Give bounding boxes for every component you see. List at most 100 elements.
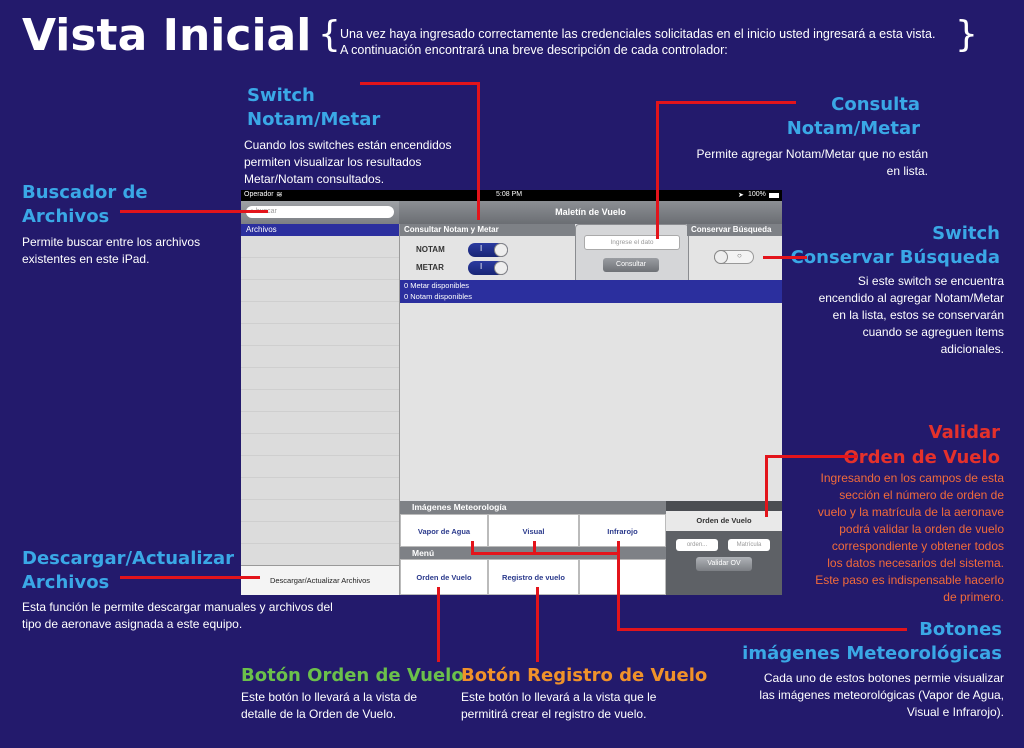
annotation-switch-notam: Switch Notam/Metar — [247, 84, 380, 132]
sidebar-item-archivos[interactable]: Archivos — [241, 224, 399, 236]
annotation-title: Notam/Metar — [786, 118, 920, 139]
desc-line: encendido al agregar Notam/Metar — [818, 291, 1004, 305]
annotation-title: Descargar/Actualizar — [22, 548, 235, 569]
connector-line — [120, 210, 268, 213]
annotation-title: Validar — [928, 422, 1000, 443]
ipad-screen: Operador ≋ 5:08 PM ➤ 100% ⌕ buscar Archi… — [241, 190, 782, 595]
connector-line — [656, 101, 659, 239]
download-button[interactable]: Descargar/Actualizar Archivos — [241, 565, 399, 595]
matricula-input[interactable]: Matrícula — [728, 539, 770, 551]
desc-line: en lista. — [886, 164, 928, 178]
metar-switch[interactable]: I — [468, 261, 508, 275]
switch-knob — [494, 243, 508, 257]
switch-knob — [714, 250, 728, 264]
annotation-orden-title: Botón Orden de Vuelo — [241, 665, 464, 686]
connector-line — [765, 455, 768, 517]
desc-line: sección el número de orden de — [839, 488, 1004, 502]
desc-line: Permite buscar entre los archivos — [22, 235, 201, 249]
annotation-desc: Cada uno de estos botones permie visuali… — [720, 670, 1004, 721]
vapor-agua-button[interactable]: Vapor de Agua — [400, 514, 488, 547]
wifi-icon: ≋ — [276, 190, 283, 199]
connector-line — [617, 628, 907, 631]
orden-vuelo-button[interactable]: Orden de Vuelo — [400, 559, 488, 595]
sidebar-item-label: Archivos — [246, 225, 277, 234]
orden-input[interactable]: orden... — [676, 539, 718, 551]
annotation-botones-img: Botones imágenes Meteorológicas — [740, 618, 1002, 666]
metar-label: METAR — [416, 263, 444, 272]
desc-line: adicionales. — [940, 342, 1004, 356]
validar-ov-button[interactable]: Validar OV — [696, 557, 752, 571]
search-input[interactable]: ⌕ buscar — [246, 206, 394, 218]
connector-line — [471, 552, 620, 555]
annotation-title: imágenes Meteorológicas — [742, 643, 1002, 664]
orden-panel: Orden de Vuelo orden... Matrícula Valida… — [666, 501, 782, 595]
page-title: Vista Inicial — [22, 10, 312, 61]
intro-line-1: Una vez haya ingresado correctamente las… — [340, 27, 936, 41]
annotation-desc: Este botón lo llevará a la vista de deta… — [241, 689, 417, 723]
orden-panel-top — [666, 501, 782, 511]
desc-line: Permite agregar Notam/Metar que no están — [696, 147, 928, 161]
status-bar: Operador ≋ 5:08 PM ➤ 100% — [241, 190, 782, 201]
switch-on-mark: I — [480, 244, 483, 253]
menu-header-label: Menú — [412, 548, 435, 558]
consult-button[interactable]: Consultar — [603, 258, 659, 272]
desc-line: permiten visualizar los resultados — [244, 155, 422, 169]
annotation-desc: Si este switch se encuentra encendido al… — [780, 273, 1004, 358]
desc-line: vuelo y la matrícula de la aeronave — [817, 505, 1004, 519]
desc-line: Este botón lo llevará a la vista que le — [461, 690, 657, 704]
results-area — [400, 303, 782, 500]
desc-line: Si este switch se encuentra — [857, 274, 1004, 288]
desc-line: Este botón lo llevará a la vista de — [241, 690, 418, 704]
desc-line: podrá validar la orden de vuelo — [839, 522, 1004, 536]
intro-text: Una vez haya ingresado correctamente las… — [340, 26, 960, 58]
annotation-buscador: Buscador de Archivos — [22, 181, 148, 229]
images-header-label: Imágenes Meteorología — [412, 502, 507, 512]
desc-line: Esta función le permite descargar manual… — [22, 600, 333, 614]
notam-switch[interactable]: I — [468, 243, 508, 257]
desc-line: de primero. — [943, 590, 1004, 604]
desc-line: Cada uno de estos botones permie visuali… — [763, 671, 1004, 685]
annotation-title: Switch — [247, 85, 315, 106]
consult-header-label: Consultar Notam y Metar — [404, 225, 499, 234]
desc-line: existentes en este iPad. — [22, 252, 150, 266]
annotation-consulta: Consulta Notam/Metar — [760, 93, 920, 141]
annotation-conservar: Switch Conservar Búsqueda — [780, 222, 1000, 270]
annotation-title: Conservar Búsqueda — [790, 247, 1000, 268]
brace-open: { — [318, 14, 341, 55]
desc-line: detalle de la Orden de Vuelo. — [241, 707, 396, 721]
consult-input[interactable]: Ingrese el dato — [584, 235, 680, 250]
connector-line — [656, 101, 796, 104]
consult-header: Consultar Notam y Metar — [400, 224, 575, 236]
carrier-label: Operador — [244, 191, 274, 198]
desc-line: correspondiente y obtener todos — [831, 539, 1004, 553]
annotation-title: Orden de Vuelo — [843, 447, 1000, 468]
connector-line — [617, 541, 620, 631]
desc-line: Este paso es indispensable hacerlo — [815, 573, 1004, 587]
file-list — [241, 236, 399, 566]
annotation-title: Archivos — [22, 206, 110, 227]
switch-knob — [494, 261, 508, 275]
notam-count-row[interactable]: 0 Notam disponibles — [404, 292, 472, 301]
desc-line: las imágenes meteorológicas (Vapor de Ag… — [759, 688, 1004, 702]
conservar-header-label: Conservar Búsqueda — [691, 225, 772, 234]
annotation-registro-title: Botón Registro de Vuelo — [461, 665, 708, 686]
desc-line: permitirá crear el registro de vuelo. — [461, 707, 647, 721]
desc-line: Cuando los switches están encendidos — [244, 138, 452, 152]
annotation-descargar: Descargar/Actualizar Archivos — [22, 547, 234, 595]
connector-line — [765, 455, 857, 458]
connector-line — [120, 576, 260, 579]
desc-line: los datos necesarios del sistema. — [827, 556, 1004, 570]
desc-line: tipo de aeronave asignada a este equipo. — [22, 617, 243, 631]
registro-vuelo-button[interactable]: Registro de vuelo — [488, 559, 579, 595]
battery-icon — [769, 193, 779, 198]
metar-count-row[interactable]: 0 Metar disponibles — [404, 281, 470, 290]
notam-label: NOTAM — [416, 245, 445, 254]
annotation-title: Buscador de — [22, 182, 148, 203]
annotation-desc: Permite agregar Notam/Metar que no están… — [660, 146, 928, 180]
annotation-title: Switch — [932, 223, 1000, 244]
desc-line: Metar/Notam consultados. — [244, 172, 385, 186]
nav-bar-title: Maletín de Vuelo — [399, 201, 782, 224]
conservar-switch[interactable]: ○ — [714, 250, 754, 264]
infrarojo-button[interactable]: Infrarojo — [579, 514, 666, 547]
connector-line — [437, 587, 440, 662]
